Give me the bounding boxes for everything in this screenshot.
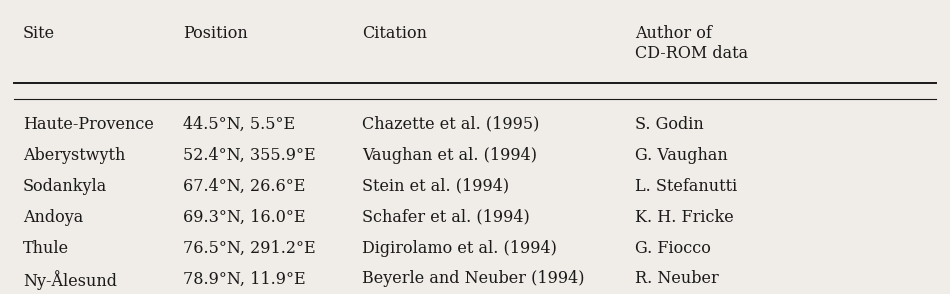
Text: R. Neuber: R. Neuber	[636, 270, 719, 288]
Text: Ny-Ålesund: Ny-Ålesund	[23, 270, 117, 290]
Text: Digirolamo et al. (1994): Digirolamo et al. (1994)	[362, 240, 557, 256]
Text: Stein et al. (1994): Stein et al. (1994)	[362, 178, 509, 195]
Text: Site: Site	[23, 25, 55, 42]
Text: 69.3°N, 16.0°E: 69.3°N, 16.0°E	[183, 208, 306, 225]
Text: Sodankyla: Sodankyla	[23, 178, 107, 195]
Text: 52.4°N, 355.9°E: 52.4°N, 355.9°E	[183, 147, 315, 164]
Text: G. Vaughan: G. Vaughan	[636, 147, 728, 164]
Text: S. Godin: S. Godin	[636, 116, 704, 133]
Text: Vaughan et al. (1994): Vaughan et al. (1994)	[362, 147, 537, 164]
Text: 67.4°N, 26.6°E: 67.4°N, 26.6°E	[183, 178, 306, 195]
Text: L. Stefanutti: L. Stefanutti	[636, 178, 737, 195]
Text: Thule: Thule	[23, 240, 69, 256]
Text: 78.9°N, 11.9°E: 78.9°N, 11.9°E	[183, 270, 306, 288]
Text: Author of
CD-ROM data: Author of CD-ROM data	[636, 25, 749, 62]
Text: 44.5°N, 5.5°E: 44.5°N, 5.5°E	[183, 116, 295, 133]
Text: 76.5°N, 291.2°E: 76.5°N, 291.2°E	[183, 240, 315, 256]
Text: Haute-Provence: Haute-Provence	[23, 116, 154, 133]
Text: Position: Position	[183, 25, 248, 42]
Text: Beyerle and Neuber (1994): Beyerle and Neuber (1994)	[362, 270, 584, 288]
Text: Andoya: Andoya	[23, 208, 84, 225]
Text: Aberystwyth: Aberystwyth	[23, 147, 125, 164]
Text: K. H. Fricke: K. H. Fricke	[636, 208, 733, 225]
Text: G. Fiocco: G. Fiocco	[636, 240, 711, 256]
Text: Chazette et al. (1995): Chazette et al. (1995)	[362, 116, 540, 133]
Text: Citation: Citation	[362, 25, 427, 42]
Text: Schafer et al. (1994): Schafer et al. (1994)	[362, 208, 530, 225]
